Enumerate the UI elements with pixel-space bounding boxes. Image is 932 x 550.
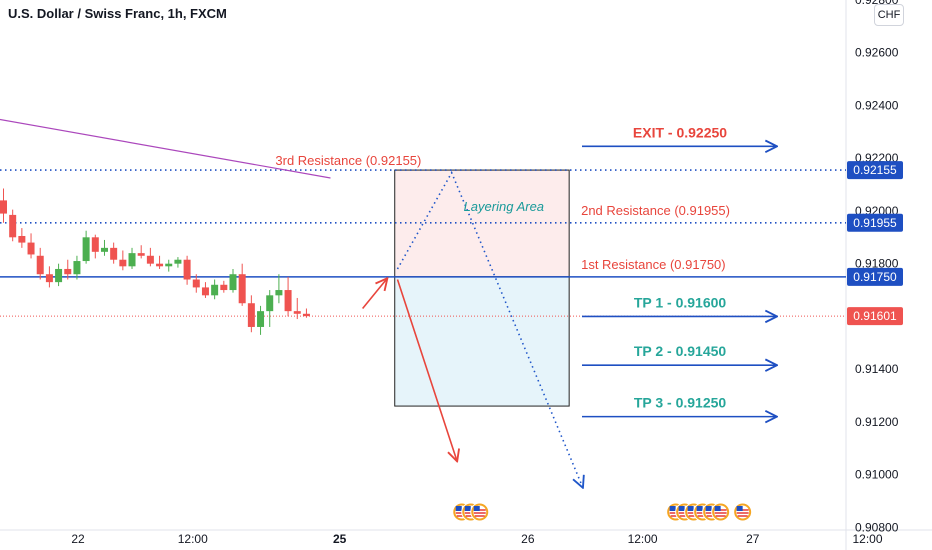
flag-canton [714,506,721,511]
currency-button[interactable]: CHF [874,4,904,26]
candle-body-24 [220,284,228,291]
path-arrow-3 [396,170,582,488]
candle-body-32 [293,311,301,314]
price-tag-label-0.91601: 0.91601 [853,309,897,323]
candle-body-29 [266,295,274,312]
y-tick-label-2: 0.92400 [855,98,899,112]
x-tick-label-4: 12:00 [628,532,658,546]
us-flag-icon-1-5 [711,502,731,522]
x-tick-label-3: 26 [521,532,535,546]
candle-body-8 [73,261,81,275]
candle-body-16 [146,255,154,264]
candle-body-15 [137,253,145,256]
y-tick-label-5: 0.91800 [855,257,899,271]
candle-body-26 [238,274,246,304]
flag-canton [705,506,712,511]
candle-body-10 [91,237,99,252]
x-tick-label-2: 25 [333,532,347,546]
price-tag-label-0.91955: 0.91955 [853,216,897,230]
candle-body-25 [229,274,237,291]
price-tag-0.92155 [847,161,903,180]
x-tick-label-5: 27 [746,532,760,546]
target-label-2: TP 1 - 0.91600 [634,294,727,310]
price-tag-0.91601 [847,307,903,326]
candle-body-6 [55,268,63,283]
flag-canton [696,506,703,511]
candle-body-11 [100,247,108,252]
candle-body-27 [247,303,255,327]
y-tick-label-8: 0.91200 [855,415,899,429]
candle-body-20 [183,259,191,280]
x-tick-label-0: 22 [71,532,85,546]
candle-body-4 [36,255,44,275]
y-tick-label-9: 0.91000 [855,468,899,482]
price-tag-0.91955 [847,213,903,232]
flag-canton [669,506,676,511]
price-tag-0.91750 [847,267,903,286]
candle-body-1 [9,214,17,238]
candle-body-2 [18,235,26,243]
candle-body-19 [174,259,182,264]
candle-body-5 [45,274,53,283]
x-tick-label-6: 12:00 [852,532,882,546]
flag-canton [736,506,743,511]
y-tick-label-0: 0.92800 [855,0,899,7]
flag-canton [455,506,462,511]
candle-body-13 [119,259,127,267]
candle-body-0 [0,200,7,214]
y-tick-label-10: 0.90800 [855,520,899,534]
moving-average-line [0,118,331,179]
flag-canton [678,506,685,511]
candle-body-21 [192,279,200,288]
flag-canton [473,506,480,511]
flag-canton [687,506,694,511]
candle-body-7 [64,268,72,275]
zone-box-2 [394,276,570,407]
y-tick-label-7: 0.91400 [855,362,899,376]
candle-body-30 [275,290,283,296]
price-tag-label-0.91750: 0.91750 [853,270,897,284]
candle-body-17 [156,263,164,267]
resistance-label-1: 3rd Resistance (0.92155) [275,153,421,168]
x-tick-label-1: 12:00 [178,532,208,546]
candle-body-22 [201,287,209,296]
target-label-3: TP 2 - 0.91450 [634,343,727,359]
candle-body-31 [284,290,292,312]
resistance-label-2: 2nd Resistance (0.91955) [581,203,730,218]
candle-body-14 [128,253,136,267]
target-label-1: EXIT - 0.92250 [633,124,727,140]
candle-body-12 [110,247,118,260]
target-label-4: TP 3 - 0.91250 [634,395,727,411]
path-arrow-2 [396,279,457,462]
us-flag-icon-0-2 [470,502,490,522]
chart-title: U.S. Dollar / Swiss Franc, 1h, FXCM [8,6,227,21]
path-arrow-1 [361,278,388,310]
resistance-label-3: 1st Resistance (0.91750) [581,257,726,272]
candle-body-28 [257,311,265,327]
candle-body-3 [27,242,35,255]
candle-body-23 [211,284,219,296]
candle-body-33 [302,313,310,317]
candle-body-18 [165,263,173,267]
price-tag-label-0.92155: 0.92155 [853,163,897,177]
y-tick-label-1: 0.92600 [855,46,899,60]
flag-canton [464,506,471,511]
candle-body-9 [82,237,90,262]
layering-area-label: Layering Area [464,199,544,214]
us-flag-icon-2-0 [733,502,753,522]
